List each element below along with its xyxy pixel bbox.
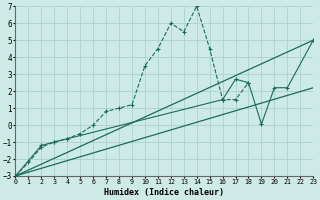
X-axis label: Humidex (Indice chaleur): Humidex (Indice chaleur) [104,188,224,197]
